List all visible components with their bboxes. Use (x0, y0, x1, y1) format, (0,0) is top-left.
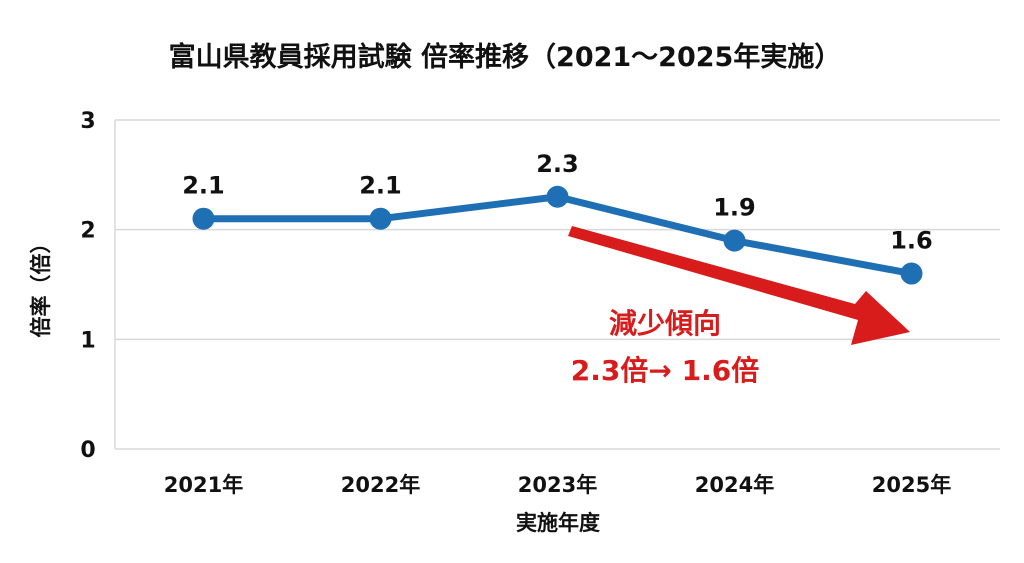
trend-arrow-icon (568, 226, 910, 345)
data-point (192, 207, 215, 230)
x-tick-label: 2023年 (518, 473, 597, 497)
data-label: 1.9 (713, 194, 756, 222)
y-tick-label: 0 (80, 438, 95, 463)
data-point (723, 229, 746, 252)
x-axis-label: 実施年度 (516, 511, 600, 535)
y-tick-label: 1 (80, 328, 95, 353)
data-label: 2.1 (359, 172, 402, 200)
annotation-line1: 減少傾向 (609, 307, 721, 340)
data-label: 2.3 (536, 150, 579, 178)
chart-title: 富山県教員採用試験 倍率推移（2021〜2025年実施） (169, 41, 842, 73)
y-tick-label: 3 (80, 109, 95, 134)
y-tick-label: 2 (80, 219, 95, 244)
data-label: 2.1 (182, 172, 225, 200)
x-tick-label: 2024年 (695, 473, 774, 497)
data-point (369, 207, 392, 230)
y-axis-label: 倍率（倍） (29, 233, 53, 338)
series-line (203, 193, 913, 277)
annotation-line2: 2.3倍→ 1.6倍 (571, 354, 759, 387)
data-point (900, 262, 923, 285)
x-tick-label: 2022年 (341, 473, 420, 497)
x-tick-label: 2025年 (872, 473, 951, 497)
x-tick-label: 2021年 (164, 473, 243, 497)
data-label: 1.6 (890, 227, 933, 255)
data-point (546, 185, 569, 208)
